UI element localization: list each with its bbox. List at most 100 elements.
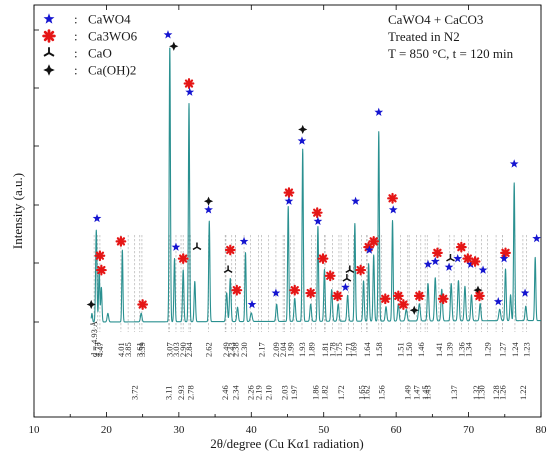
d-spacing-label: 1.34 <box>465 342 474 357</box>
asterisk-marker <box>177 253 189 264</box>
d-spacing-label: 2.19 <box>255 385 264 400</box>
d-spacing-label: 1.82 <box>320 385 329 400</box>
d-spacing-label: 2.09 <box>272 342 281 357</box>
legend-star-icon <box>43 13 55 24</box>
d-spacing-label: 1.99 <box>286 342 295 357</box>
d-spacing-label: 4.47 <box>96 342 105 357</box>
star-marker <box>509 159 519 168</box>
d-spacing-label: 1.23 <box>523 342 532 357</box>
star-marker <box>499 254 509 263</box>
d-spacing-label: 1.72 <box>337 385 346 400</box>
d-spacing-label: 1.93 <box>298 342 307 357</box>
x-tick-label: 40 <box>246 424 258 436</box>
asterisk-marker <box>437 293 449 305</box>
legend-entry: : Ca(OH)2 <box>43 63 136 78</box>
legend: : CaWO4: Ca3WO6: CaO: Ca(OH)2 <box>42 12 138 78</box>
d-spacing-label: 1.22 <box>519 385 528 400</box>
d-spacing-label: 2.03 <box>281 385 290 400</box>
d-spacing-label: 1.56 <box>378 385 387 400</box>
asterisk-marker <box>368 235 380 247</box>
d-spacing-label: 1.47 <box>412 385 421 400</box>
star-marker <box>466 259 476 269</box>
star-marker <box>374 107 384 116</box>
asterisk-marker <box>474 290 485 302</box>
y-axis-label: Intensity (a.u.) <box>10 173 25 249</box>
axis-ticks: 10 20 30 40 50 60 70 80 <box>29 5 547 436</box>
cross-marker <box>473 285 483 295</box>
d-spacing-label: 1.28 <box>492 385 501 400</box>
legend-separator: : <box>74 29 78 44</box>
d-spacing-label: 2.90 <box>179 342 188 357</box>
asterisk-marker <box>469 256 481 267</box>
d-spacing-label: 1.45 <box>421 385 430 400</box>
d-spacing-label: 1.65 <box>357 385 366 400</box>
asterisk-marker <box>413 290 425 302</box>
star-marker <box>364 245 374 254</box>
d-spacing-label: 2.10 <box>265 385 274 400</box>
cross-marker <box>169 41 179 51</box>
d-spacing-label: 2.93 <box>177 385 186 400</box>
d-spacing-label: 1.49 <box>404 385 413 400</box>
cross-marker <box>203 196 214 206</box>
d-spacing-label: 2.49 <box>222 342 231 357</box>
legend-asterisk-icon <box>42 29 56 43</box>
chart-title: CaWO4 + CaCO3 <box>388 12 483 27</box>
d-spacing-label: 1.58 <box>375 342 384 357</box>
d-spacing-label: 1.64 <box>363 342 372 357</box>
asterisk-marker <box>94 250 106 262</box>
d-spacing-label: 1.51 <box>397 342 406 357</box>
star-marker <box>493 297 503 306</box>
cross-marker <box>86 299 96 310</box>
asterisk-marker <box>455 241 467 253</box>
tri-marker <box>223 265 233 274</box>
star-marker <box>163 30 173 39</box>
star-marker <box>430 256 440 266</box>
conditions-annotation: CaWO4 + CaCO3 Treated in N2 T = 850 °C, … <box>388 12 514 61</box>
asterisk-marker <box>115 235 127 247</box>
d-spacing-label: 3.85 <box>124 342 133 357</box>
cross-marker <box>298 124 308 135</box>
star-marker <box>171 242 181 251</box>
star-marker <box>185 87 195 96</box>
phase-markers <box>86 30 542 315</box>
d-spacing-label: 1.29 <box>483 342 492 357</box>
tri-marker <box>446 254 455 262</box>
d-spacing-label: 3.61 <box>136 342 145 357</box>
asterisk-marker <box>305 287 317 299</box>
d-spacing-label: 2.46 <box>221 385 230 400</box>
star-marker <box>247 299 257 309</box>
x-axis-label: 2θ/degree (Cu Kα1 radiation) <box>210 436 363 451</box>
d-spacing-label: 4.73 <box>94 342 103 357</box>
asterisk-marker <box>95 264 107 276</box>
d-spacing-label: 3.72 <box>131 385 140 400</box>
star-marker <box>520 288 530 297</box>
star-marker <box>532 233 542 243</box>
d-spacing-label: 1.62 <box>362 385 371 400</box>
d-spacing-label: 1.30 <box>478 385 487 400</box>
star-marker <box>388 205 398 214</box>
x-tick-label: 50 <box>318 424 330 436</box>
star-marker <box>239 236 249 246</box>
d-spacing-label: 1.24 <box>511 342 520 357</box>
legend-separator: : <box>74 46 78 61</box>
star-marker <box>297 136 307 145</box>
d-spacing-label: 1.32 <box>472 385 481 400</box>
legend-label: Ca3WO6 <box>88 29 138 44</box>
x-tick-label: 70 <box>463 424 475 436</box>
d-spacing-label: 2.04 <box>279 342 288 357</box>
star-marker <box>444 262 454 271</box>
asterisk-marker <box>289 284 301 296</box>
x-tick-label: 60 <box>391 424 403 436</box>
d-spacing-label: 1.41 <box>435 342 444 357</box>
star-marker <box>271 288 281 297</box>
star-marker <box>478 265 488 274</box>
asterisk-marker <box>137 299 149 310</box>
d-spacing-label: 2.78 <box>186 385 195 400</box>
chart-subtitle-atmosphere: Treated in N2 <box>388 29 460 44</box>
d-spacing-label: 2.17 <box>257 342 266 357</box>
d-spacing-label: 3.03 <box>172 342 181 357</box>
x-tick-label: 30 <box>173 424 185 436</box>
legend-entry: : CaWO4 <box>43 12 131 27</box>
d-spacing-label: 1.36 <box>457 342 466 357</box>
legend-entry: : Ca3WO6 <box>42 29 138 44</box>
